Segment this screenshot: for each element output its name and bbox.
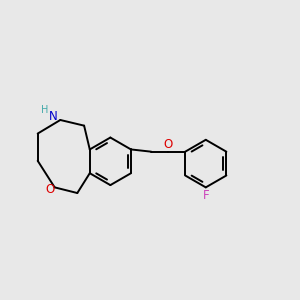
Text: O: O (164, 138, 173, 151)
Text: O: O (46, 183, 55, 196)
Text: H: H (41, 105, 48, 115)
Text: N: N (49, 110, 57, 123)
Text: F: F (202, 189, 209, 202)
